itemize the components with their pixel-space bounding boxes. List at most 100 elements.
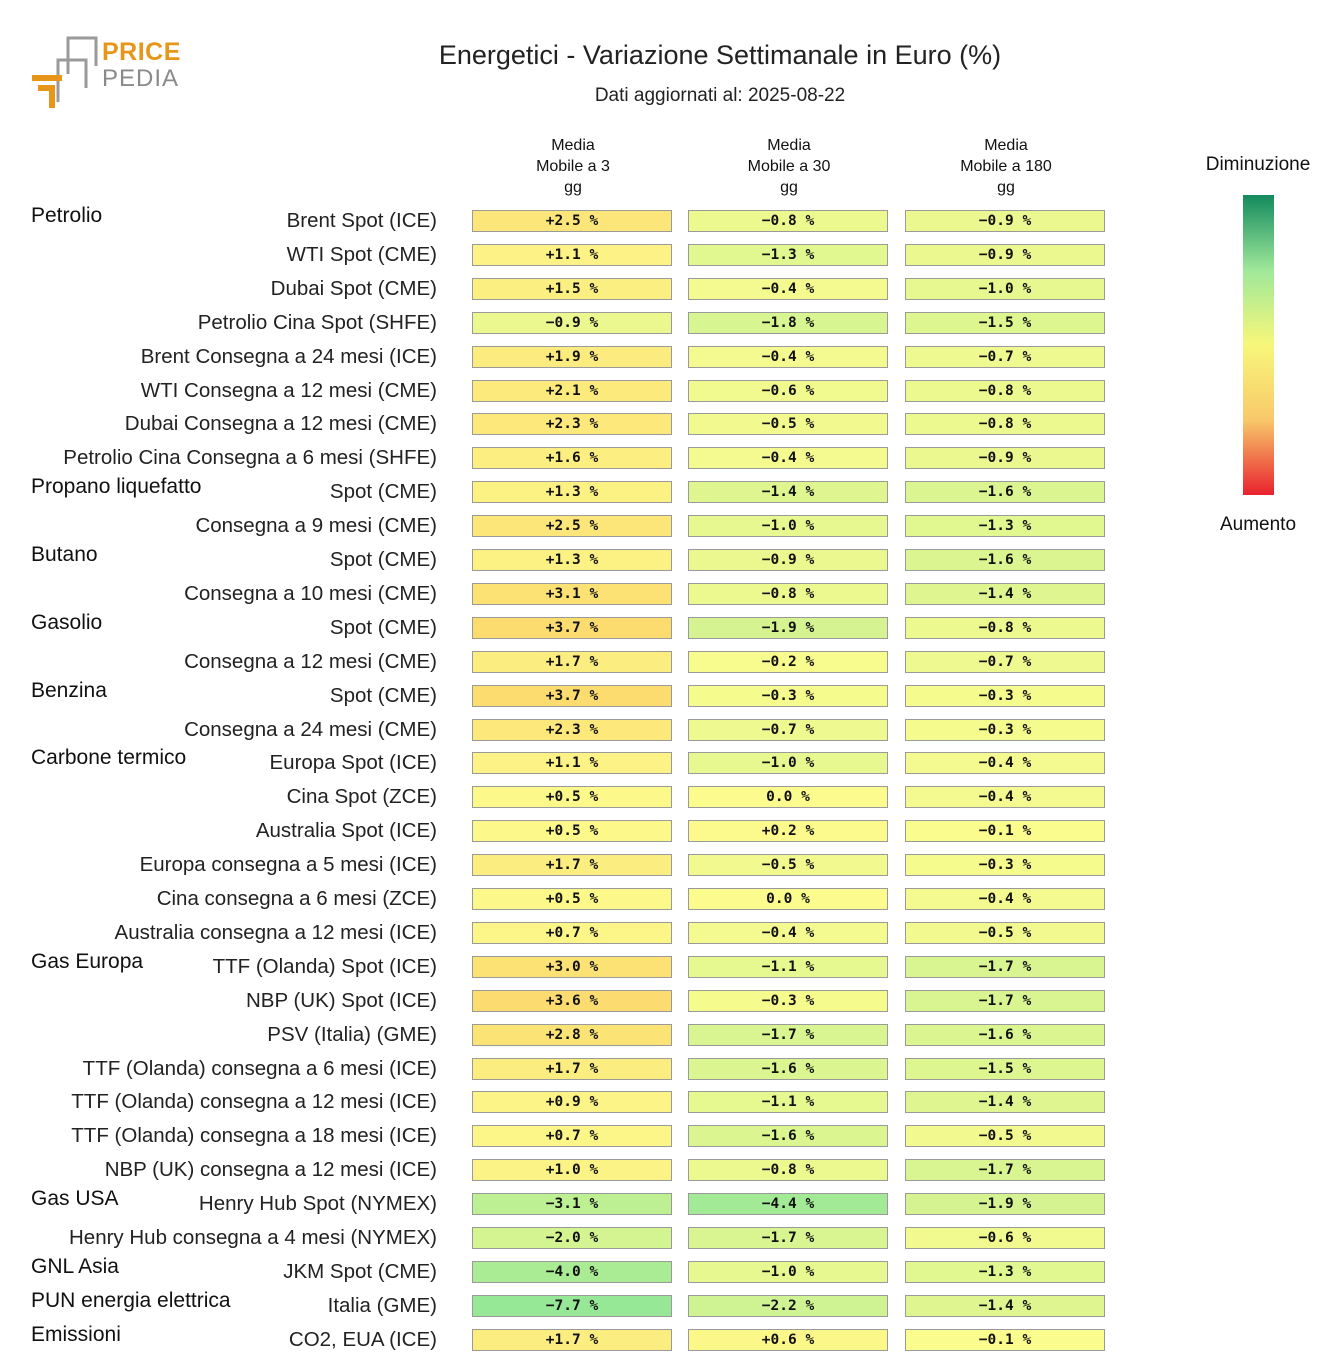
- row-label: WTI Consegna a 12 mesi (CME): [140, 378, 437, 402]
- group-label-gasolio: Gasolio: [31, 610, 103, 634]
- row-label: TTF (Olanda) consegna a 6 mesi (ICE): [82, 1056, 437, 1080]
- row-label: Europa Spot (ICE): [269, 751, 438, 775]
- group-label-benzina: Benzina: [31, 678, 107, 702]
- value-cell: +0.5 %: [472, 888, 672, 910]
- row-label: WTI Spot (CME): [286, 242, 437, 266]
- value-cell: −0.8 %: [905, 413, 1105, 436]
- value-cell: −1.9 %: [688, 616, 888, 639]
- value-cell: −0.8 %: [688, 582, 888, 605]
- row-label: Brent Spot (ICE): [286, 209, 437, 232]
- value-cell: −0.4 %: [905, 786, 1105, 809]
- column-header-1: Media Mobile a 3 gg: [536, 137, 610, 196]
- value-cell: +1.3 %: [472, 549, 672, 571]
- value-cell: +3.7 %: [472, 616, 672, 639]
- value-cell: −0.3 %: [905, 718, 1105, 741]
- value-cell: +2.3 %: [472, 718, 672, 741]
- row-label: NBP (UK) consegna a 12 mesi (ICE): [104, 1158, 437, 1182]
- row-label: Spot (CME): [329, 548, 437, 571]
- value-cell: −1.3 %: [688, 243, 888, 266]
- value-cell: −1.7 %: [905, 989, 1105, 1012]
- value-cell: −1.7 %: [688, 1227, 888, 1249]
- row-label: Australia Spot (ICE): [255, 819, 437, 843]
- value-cell: −0.5 %: [905, 921, 1105, 944]
- legend-top-label: Diminuzione: [1205, 154, 1311, 175]
- row-label: NBP (UK) Spot (ICE): [246, 988, 437, 1012]
- value-cell: −0.8 %: [905, 616, 1105, 639]
- value-cell: −1.0 %: [688, 752, 888, 775]
- value-cell: −0.4 %: [688, 345, 888, 368]
- value-cell: −0.8 %: [905, 379, 1105, 402]
- value-cell: +1.7 %: [472, 1057, 672, 1080]
- value-cell: +0.5 %: [472, 786, 672, 809]
- pricepedia-logo: [28, 36, 188, 110]
- value-cell: −1.7 %: [688, 1023, 888, 1046]
- logo-mark-icon: [32, 36, 98, 108]
- value-cell: −1.0 %: [688, 1260, 888, 1283]
- group-label-gas-usa: Gas USA: [31, 1187, 119, 1211]
- row-label: Dubai Consegna a 12 mesi (CME): [124, 412, 437, 436]
- logo-text-price: PRICE: [102, 38, 181, 66]
- value-cell: +3.0 %: [472, 955, 672, 978]
- value-cell: −1.7 %: [905, 1159, 1105, 1182]
- value-cell: −0.5 %: [688, 854, 888, 877]
- value-cell: +1.9 %: [472, 345, 672, 368]
- row-label: Consegna a 24 mesi (CME): [184, 717, 437, 741]
- value-cell: −0.7 %: [688, 718, 888, 741]
- value-cell: −0.7 %: [905, 345, 1105, 368]
- value-cell: +3.1 %: [472, 582, 672, 605]
- value-cell: +1.7 %: [472, 854, 672, 877]
- value-cell: +0.9 %: [472, 1091, 672, 1114]
- value-cell: +2.5 %: [472, 210, 672, 232]
- value-cell: 0.0 %: [688, 786, 888, 809]
- value-cell: −0.7 %: [905, 650, 1105, 673]
- row-label: Consegna a 9 mesi (CME): [195, 514, 437, 538]
- group-label-butano: Butano: [31, 543, 98, 566]
- value-cell: +1.5 %: [472, 277, 672, 300]
- column-header-3: Media Mobile a 180 gg: [960, 137, 1052, 196]
- value-cell: −0.4 %: [688, 277, 888, 300]
- row-label: Spot (CME): [329, 683, 437, 707]
- value-cell: +0.2 %: [688, 820, 888, 843]
- value-cell: −0.9 %: [472, 311, 672, 334]
- value-cell: −0.9 %: [688, 549, 888, 571]
- value-cell: −0.6 %: [905, 1227, 1105, 1249]
- value-cell: −1.5 %: [905, 311, 1105, 334]
- row-label: TTF (Olanda) consegna a 18 mesi (ICE): [71, 1124, 437, 1148]
- value-cell: +2.3 %: [472, 413, 672, 436]
- value-cell: −1.4 %: [905, 1294, 1105, 1317]
- row-label: PSV (Italia) (GME): [267, 1022, 437, 1046]
- value-cell: −0.2 %: [688, 650, 888, 673]
- row-label: Henry Hub consegna a 4 mesi (NYMEX): [68, 1226, 437, 1249]
- group-label-gnl-asia: GNL Asia: [31, 1254, 119, 1278]
- value-cell: −1.0 %: [688, 515, 888, 538]
- value-cell: +1.6 %: [472, 447, 672, 470]
- value-cell: −1.6 %: [688, 1125, 888, 1148]
- row-label: Europa consegna a 5 mesi (ICE): [139, 853, 437, 877]
- value-cell: +0.7 %: [472, 1125, 672, 1148]
- value-cell: −1.7 %: [905, 955, 1105, 978]
- row-label: Spot (CME): [329, 615, 437, 639]
- group-label-petrolio: Petrolio: [31, 204, 103, 227]
- value-cell: −0.4 %: [905, 888, 1105, 910]
- value-cell: +1.1 %: [472, 243, 672, 266]
- value-cell: −1.1 %: [688, 955, 888, 978]
- value-cell: −1.6 %: [905, 1023, 1105, 1046]
- value-cell: −1.6 %: [905, 549, 1105, 571]
- value-cell: −2.0 %: [472, 1227, 672, 1249]
- value-cell: +2.1 %: [472, 379, 672, 402]
- group-label-carbone-termico: Carbone termico: [31, 746, 187, 770]
- value-cell: −1.0 %: [905, 277, 1105, 300]
- value-cell: −0.9 %: [905, 243, 1105, 266]
- value-cell: −1.4 %: [688, 481, 888, 504]
- row-label: Petrolio Cina Spot (SHFE): [197, 310, 437, 334]
- value-cell: +0.6 %: [688, 1328, 888, 1351]
- value-cell: +0.7 %: [472, 921, 672, 944]
- value-cell: −0.6 %: [688, 379, 888, 402]
- value-cell: −0.8 %: [688, 1159, 888, 1182]
- group-label-emissioni: Emissioni: [31, 1322, 121, 1346]
- value-cell: −1.6 %: [905, 481, 1105, 504]
- value-cell: +2.5 %: [472, 515, 672, 538]
- row-label: CO2, EUA (ICE): [288, 1327, 437, 1351]
- value-cell: −0.3 %: [688, 989, 888, 1012]
- group-label-gas-europa: Gas Europa: [31, 949, 144, 973]
